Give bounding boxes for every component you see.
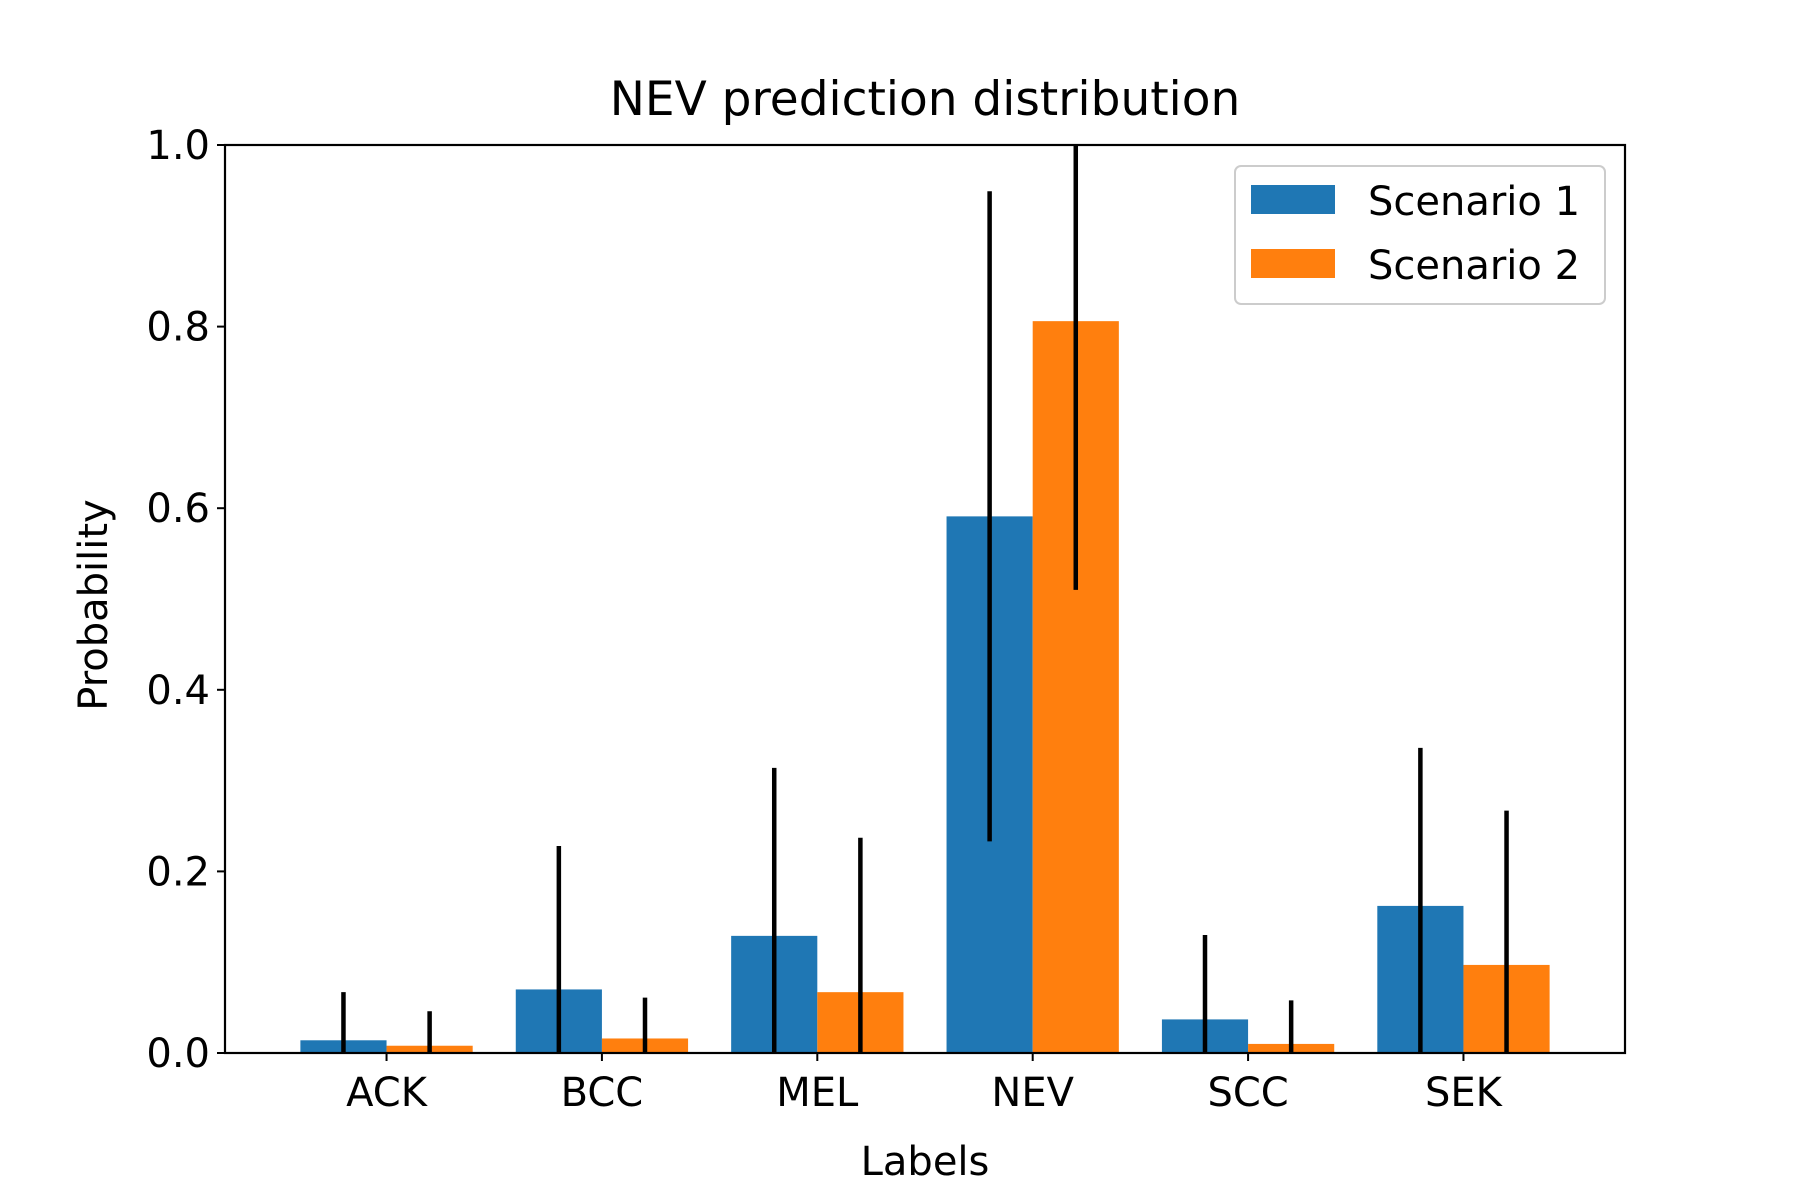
x-tick-label-mel: MEL <box>776 1070 859 1116</box>
legend-label-series-2: Scenario 2 <box>1368 243 1580 289</box>
y-tick-label-1.0: 1.0 <box>146 123 210 169</box>
ticks-layer: ACK BCC MEL NEV SCC SEK 0.0 0.2 0.4 0.6 0.8 1.0 <box>146 123 1503 1116</box>
legend-swatch-series-1 <box>1251 185 1335 214</box>
x-axis-label: Labels <box>861 1139 990 1185</box>
x-tick-label-bcc: BCC <box>561 1070 644 1116</box>
y-axis-label: Probability <box>71 499 117 710</box>
legend-swatch-series-2 <box>1251 249 1335 278</box>
x-tick-label-sek: SEK <box>1425 1070 1504 1116</box>
y-tick-label-0.4: 0.4 <box>146 668 210 714</box>
x-tick-label-ack: ACK <box>346 1070 429 1116</box>
bars-layer <box>300 321 1550 1054</box>
error-bars-layer <box>341 145 1509 1053</box>
legend: Scenario 1 Scenario 2 <box>1234 165 1606 305</box>
legend-label-series-1: Scenario 1 <box>1368 179 1580 225</box>
x-tick-label-nev: NEV <box>991 1070 1074 1116</box>
y-tick-label-0.6: 0.6 <box>146 486 210 532</box>
y-tick-label-0.2: 0.2 <box>146 849 210 895</box>
x-tick-label-scc: SCC <box>1207 1070 1288 1116</box>
y-tick-label-0.8: 0.8 <box>146 305 210 351</box>
plot-frame <box>223 143 1627 1055</box>
y-tick-label-0.0: 0.0 <box>146 1031 210 1077</box>
chart-title: NEV prediction distribution <box>610 72 1241 127</box>
